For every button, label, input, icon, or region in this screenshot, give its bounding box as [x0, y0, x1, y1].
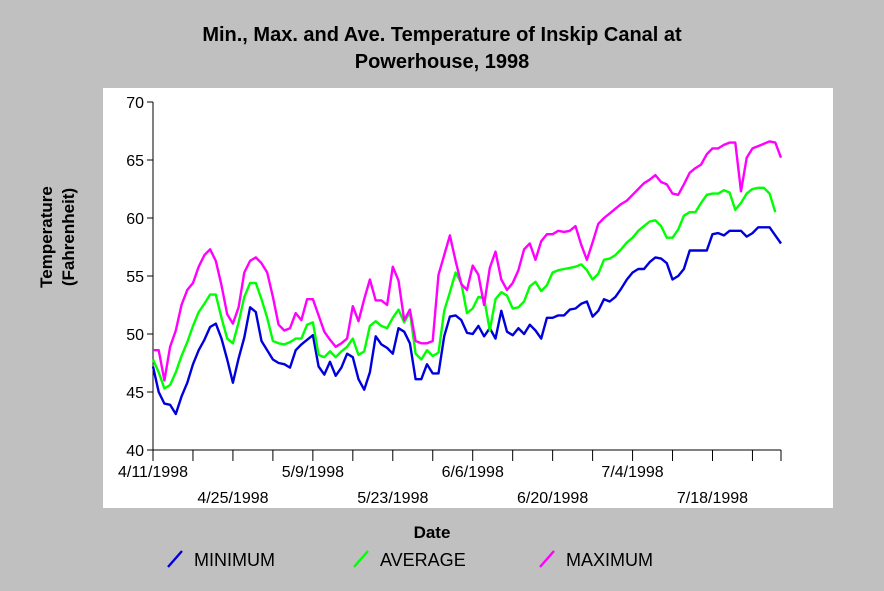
- y-tick-label: 55: [126, 269, 144, 286]
- chart-title: Min., Max. and Ave. Temperature of Inski…: [0, 22, 884, 76]
- y-axis-title: Temperature (Fahrenheit): [37, 186, 78, 288]
- y-tick-label: 60: [126, 211, 144, 228]
- chart-title-line-2: Powerhouse, 1998: [354, 51, 530, 73]
- legend-swatch-average: [353, 550, 369, 568]
- legend: MINIMUM AVERAGE MAXIMUM: [167, 550, 653, 570]
- x-tick-label: 7/18/1998: [677, 490, 748, 507]
- y-tick-label: 50: [126, 327, 144, 344]
- series-layer: [151, 140, 783, 416]
- x-axis: 4/11/1998 4/25/1998 5/9/1998 5/23/1998 6/6/1…: [118, 449, 782, 507]
- y-tick-label: 45: [126, 385, 144, 402]
- y-tick-label: 65: [126, 153, 144, 170]
- series-line-average: [151, 186, 777, 390]
- x-tick-label: 4/11/1998: [118, 464, 188, 481]
- x-tick-label: 6/20/1998: [517, 490, 588, 507]
- x-axis-title: Date: [414, 523, 451, 542]
- y-tick-label: 40: [126, 443, 144, 460]
- legend-label-minimum: MINIMUM: [194, 550, 275, 570]
- series-line-maximum: [153, 140, 783, 382]
- plot-panel: [103, 88, 833, 508]
- x-tick-label: 5/23/1998: [357, 490, 428, 507]
- x-tick-label: 4/25/1998: [197, 490, 268, 507]
- y-tick-label: 70: [126, 95, 144, 112]
- series-line-minimum: [151, 226, 782, 416]
- y-axis-title-line-2: (Fahrenheit): [59, 188, 78, 286]
- y-axis-title-line-1: Temperature: [37, 186, 56, 288]
- x-tick-label: 7/4/1998: [601, 464, 663, 481]
- x-tick-label: 6/6/1998: [442, 464, 504, 481]
- legend-swatch-maximum: [539, 550, 555, 568]
- legend-swatch-minimum: [167, 550, 183, 568]
- y-axis: 40 45 50 55 60 65 70: [126, 95, 154, 460]
- legend-label-maximum: MAXIMUM: [566, 550, 653, 570]
- x-tick-label: 5/9/1998: [282, 464, 344, 481]
- legend-label-average: AVERAGE: [380, 550, 466, 570]
- chart-title-line-1: Min., Max. and Ave. Temperature of Inski…: [202, 24, 682, 46]
